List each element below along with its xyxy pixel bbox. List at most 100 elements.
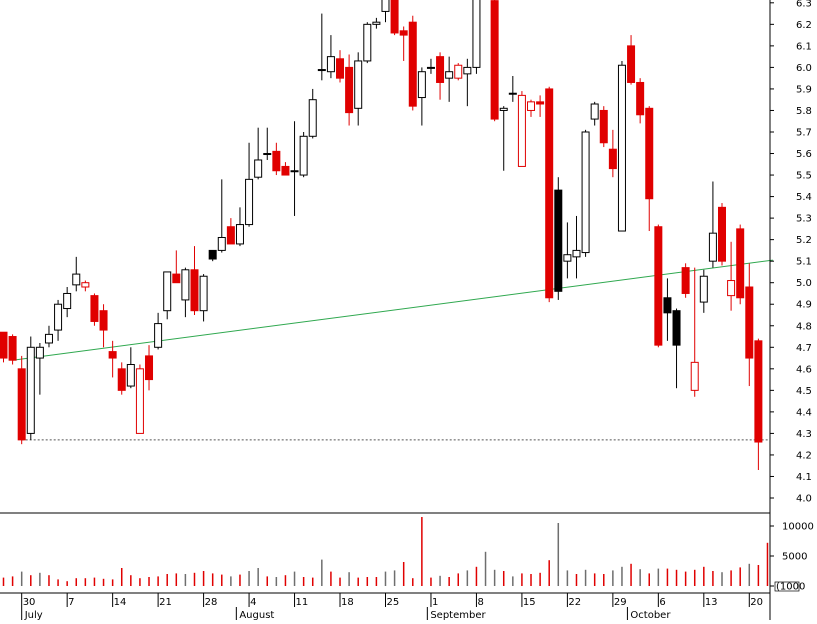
x-day-label: 28 (205, 597, 218, 608)
volume-y-tick-label: 10000 (782, 522, 814, 533)
volume-bar (539, 572, 541, 586)
candle-body (727, 280, 736, 297)
candle-body (690, 361, 699, 391)
candle-body (126, 364, 135, 387)
volume-bar (630, 563, 632, 586)
volume-bar (457, 573, 459, 586)
x-month-label: July (24, 610, 43, 620)
candle-body (72, 273, 81, 286)
volume-bar (693, 569, 696, 586)
price-y-tick-label: 4.3 (796, 429, 812, 440)
candle-body (527, 101, 536, 111)
candle-body (672, 310, 681, 346)
candle-body (454, 64, 463, 79)
candle-body (181, 269, 190, 301)
x-day-label: 8 (477, 597, 483, 608)
volume-bar (612, 570, 614, 586)
candle-body (336, 58, 345, 79)
volume-bar (130, 575, 132, 586)
x-day-label: 22 (568, 597, 581, 608)
candle-body (563, 254, 572, 262)
volume-bar (75, 578, 78, 586)
candle-body (436, 56, 445, 83)
candle-body (317, 69, 326, 72)
candle-body (154, 323, 163, 348)
candle-body (408, 21, 417, 107)
volume-bar (239, 574, 241, 586)
price-y-tick-label: 4.5 (796, 386, 812, 397)
candle-body (381, 0, 390, 12)
candle-body (627, 45, 636, 83)
volume-bar (111, 579, 114, 586)
candle-body (536, 101, 545, 105)
volume-bar (712, 571, 714, 586)
candle-body (354, 60, 363, 109)
volume-bar (48, 575, 50, 586)
candle-body (326, 56, 335, 73)
price-y-tick-label: 4.1 (796, 472, 812, 483)
volume-bar (366, 577, 369, 586)
volume-bar (766, 542, 769, 586)
volume-bar (348, 572, 350, 586)
price-y-tick-label: 5.3 (796, 214, 812, 225)
candle-body (308, 99, 317, 137)
volume-bar (2, 577, 5, 586)
candle-body (172, 273, 181, 284)
x-day-label: 1 (432, 597, 438, 608)
candle-body (681, 267, 690, 294)
trendline (12, 259, 774, 361)
price-y-tick-label: 5.9 (796, 84, 812, 95)
price-y-tick-label: 6.0 (796, 63, 812, 74)
volume-bar (39, 572, 41, 586)
candle-body (99, 310, 108, 331)
candle-body (199, 275, 208, 312)
candle-body (263, 153, 272, 156)
volume-bar (284, 575, 287, 586)
price-y-tick-label: 4.2 (796, 450, 812, 461)
candle-body (545, 88, 554, 299)
candle-body (245, 178, 254, 226)
volume-bar (493, 569, 496, 586)
volume-bar (202, 571, 205, 586)
volume-bar (139, 578, 141, 586)
volume-bar (412, 578, 414, 586)
volume-bar (120, 568, 123, 586)
candle-body (135, 368, 144, 434)
volume-bar (275, 577, 278, 586)
price-y-tick-label: 4.8 (796, 321, 812, 332)
candle-body (372, 21, 381, 25)
x-day-label: 21 (159, 597, 172, 608)
volume-bar (566, 570, 569, 586)
volume-bar (675, 569, 678, 586)
volume-bar (684, 571, 687, 586)
volume-bar (11, 576, 14, 586)
candle-body (44, 333, 53, 344)
candle-body (645, 107, 654, 200)
candle-body (708, 232, 717, 262)
volume-bar (475, 566, 478, 586)
volume-bar (421, 517, 423, 586)
price-y-tick-label: 5.6 (796, 149, 812, 160)
candle-body (208, 249, 217, 260)
candle-body (399, 30, 408, 36)
volume-bar (757, 565, 760, 586)
candle-body (145, 355, 154, 381)
price-y-tick-label: 5.4 (796, 192, 812, 203)
volume-bar (211, 573, 214, 586)
candle-body (17, 368, 26, 441)
price-y-tick-label: 6.2 (796, 20, 812, 31)
candle-body (190, 269, 199, 312)
x-day-label: 25 (386, 597, 399, 608)
volume-bar (703, 566, 705, 586)
volume-bar (439, 575, 441, 586)
volume-unit-box (774, 581, 800, 592)
candle-body (363, 23, 372, 62)
volume-bar (66, 581, 68, 586)
x-day-label: 7 (68, 597, 74, 608)
volume-unit-label: (1000 (776, 582, 805, 593)
candle-body (90, 295, 99, 322)
candle-body (426, 66, 435, 69)
